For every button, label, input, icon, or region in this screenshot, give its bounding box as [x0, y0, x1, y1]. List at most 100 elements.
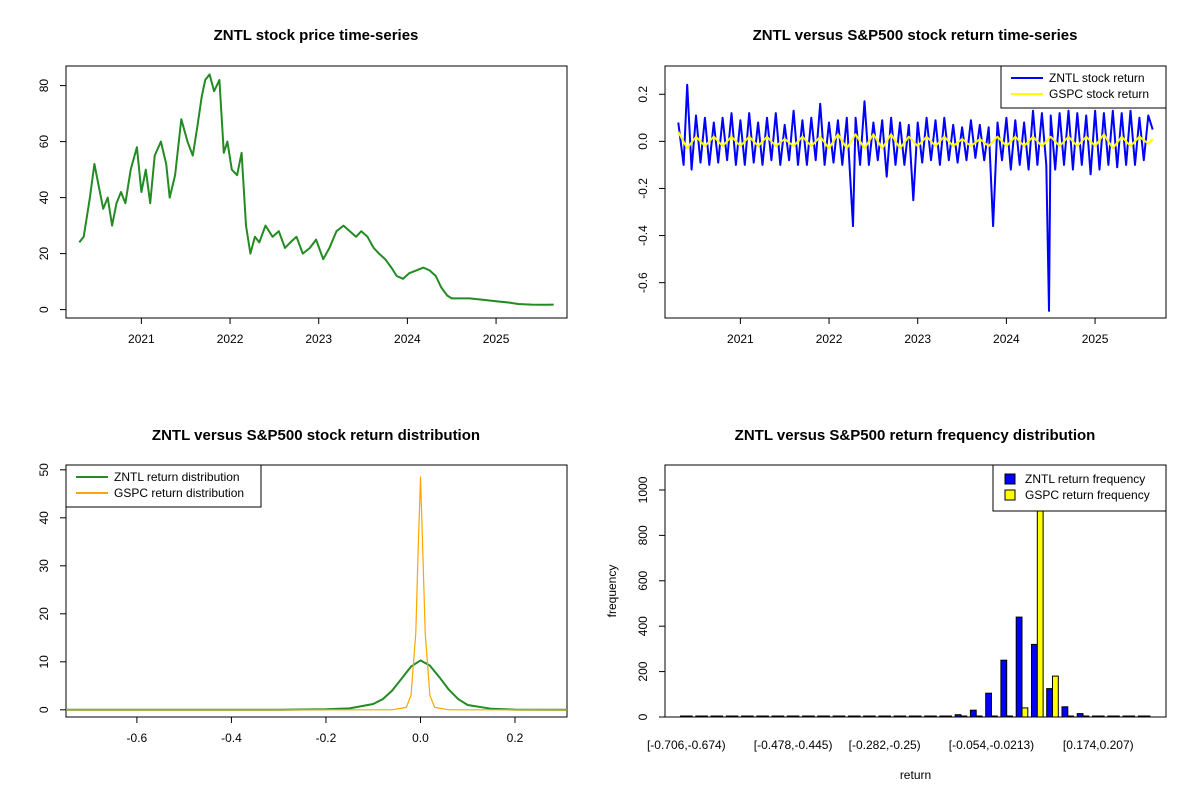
legend-label: ZNTL stock return	[1049, 71, 1145, 85]
bar	[823, 715, 830, 718]
bar	[945, 715, 953, 718]
bar	[716, 715, 724, 718]
legend: ZNTL return distribution GSPC return dist…	[65, 464, 262, 508]
x-tick-label: 2025	[483, 332, 510, 346]
bar	[1067, 715, 1075, 718]
x-tick-label: 2025	[1082, 332, 1109, 346]
legend-box	[1000, 65, 1167, 109]
chart-returns: ZNTL versus S&P500 stock return time-ser…	[636, 27, 1167, 346]
legend: ZNTL stock return GSPC stock return	[1000, 65, 1167, 109]
chart-histogram: ZNTL versus S&P500 return frequency dist…	[605, 427, 1167, 782]
bar	[1031, 643, 1038, 718]
x-tick-label: 2023	[305, 332, 332, 346]
bar	[1092, 715, 1099, 718]
y-tick-label: 0.0	[636, 133, 650, 150]
y-tick-label: 0	[37, 706, 51, 713]
y-axis-label: frequency	[605, 565, 619, 618]
bar	[701, 715, 708, 718]
bar	[741, 715, 748, 718]
plot-frame	[65, 65, 568, 319]
bar	[930, 715, 937, 718]
bar	[1122, 715, 1130, 718]
x-tick-label: -0.2	[316, 731, 337, 745]
bar	[878, 715, 886, 718]
legend-box	[992, 464, 1167, 512]
series-line-0	[66, 659, 568, 711]
x-tick-label: [-0.282,-0.25)	[849, 738, 921, 752]
legend-label: GSPC return distribution	[114, 486, 244, 500]
bar	[756, 715, 764, 718]
bar	[1107, 715, 1115, 718]
x-tick-label: 2021	[128, 332, 155, 346]
bar	[969, 709, 977, 718]
plot-frame	[664, 65, 1167, 319]
y-tick-label: -0.4	[636, 225, 650, 246]
y-tick-label: 0	[37, 306, 51, 313]
legend-swatch	[1004, 489, 1016, 501]
series-line-1	[677, 131, 1154, 150]
x-tick-label: 0.2	[507, 731, 524, 745]
y-tick-label: 1000	[636, 476, 650, 503]
bar	[884, 715, 892, 718]
legend-swatch	[1004, 473, 1016, 485]
x-tick-label: -0.4	[221, 731, 242, 745]
bar	[832, 715, 840, 718]
bar	[893, 715, 901, 718]
y-tick-label: 40	[37, 191, 51, 205]
y-axis: -0.6 -0.4 -0.2 0.0 0.2	[636, 86, 665, 293]
bar	[991, 715, 998, 718]
bar	[685, 715, 693, 718]
bar	[853, 715, 861, 718]
bar	[868, 715, 876, 718]
chart-title: ZNTL versus S&P500 stock return distribu…	[152, 427, 480, 444]
bar	[786, 715, 794, 718]
y-tick-label: 50	[37, 463, 51, 477]
bar	[807, 715, 815, 718]
x-tick-label: [0.174,0.207)	[1063, 738, 1134, 752]
bar	[1082, 715, 1090, 718]
y-tick-label: 20	[37, 607, 51, 621]
y-tick-label: 0	[636, 713, 650, 720]
bar	[954, 714, 962, 718]
legend-label: GSPC stock return	[1049, 87, 1149, 101]
y-axis: 0 10 20 30 40 50	[37, 463, 66, 713]
bar	[899, 715, 907, 718]
bar	[1113, 715, 1120, 718]
x-axis: -0.6 -0.4 -0.2 0.0 0.2	[127, 717, 524, 745]
bar	[924, 715, 932, 718]
x-tick-label: 2021	[727, 332, 754, 346]
bar	[838, 715, 846, 718]
bar	[939, 715, 947, 718]
bar	[771, 715, 779, 718]
x-tick-label: [-0.054,-0.0213)	[949, 738, 1034, 752]
bar	[908, 715, 916, 718]
bar	[1006, 715, 1014, 718]
y-tick-label: 60	[37, 135, 51, 149]
bar	[817, 715, 825, 718]
bar	[1061, 706, 1069, 718]
y-tick-label: 600	[636, 570, 650, 590]
y-tick-label: -0.2	[636, 178, 650, 199]
x-axis: 2021 2022 2023 2024 2025	[727, 318, 1109, 346]
bar	[1015, 616, 1023, 718]
legend-label: GSPC return frequency	[1025, 488, 1150, 502]
y-tick-label: 30	[37, 559, 51, 573]
bar	[914, 715, 922, 718]
bar	[725, 715, 733, 718]
y-tick-label: 200	[636, 661, 650, 681]
series-line-1	[66, 476, 567, 711]
x-tick-label: [-0.478,-0.445)	[754, 738, 833, 752]
y-axis: 0 200 400 600 800 1000	[636, 476, 665, 720]
x-tick-label: 2024	[394, 332, 421, 346]
x-tick-label: 2023	[904, 332, 931, 346]
x-axis-label: return	[900, 768, 931, 782]
bar	[792, 715, 800, 718]
bar	[960, 715, 968, 718]
y-tick-label: 20	[37, 247, 51, 261]
bar	[1052, 675, 1059, 718]
bar	[802, 715, 809, 718]
bar	[1143, 715, 1151, 718]
bar	[746, 715, 754, 718]
y-tick-label: 800	[636, 525, 650, 545]
x-tick-label: 0.0	[412, 731, 429, 745]
